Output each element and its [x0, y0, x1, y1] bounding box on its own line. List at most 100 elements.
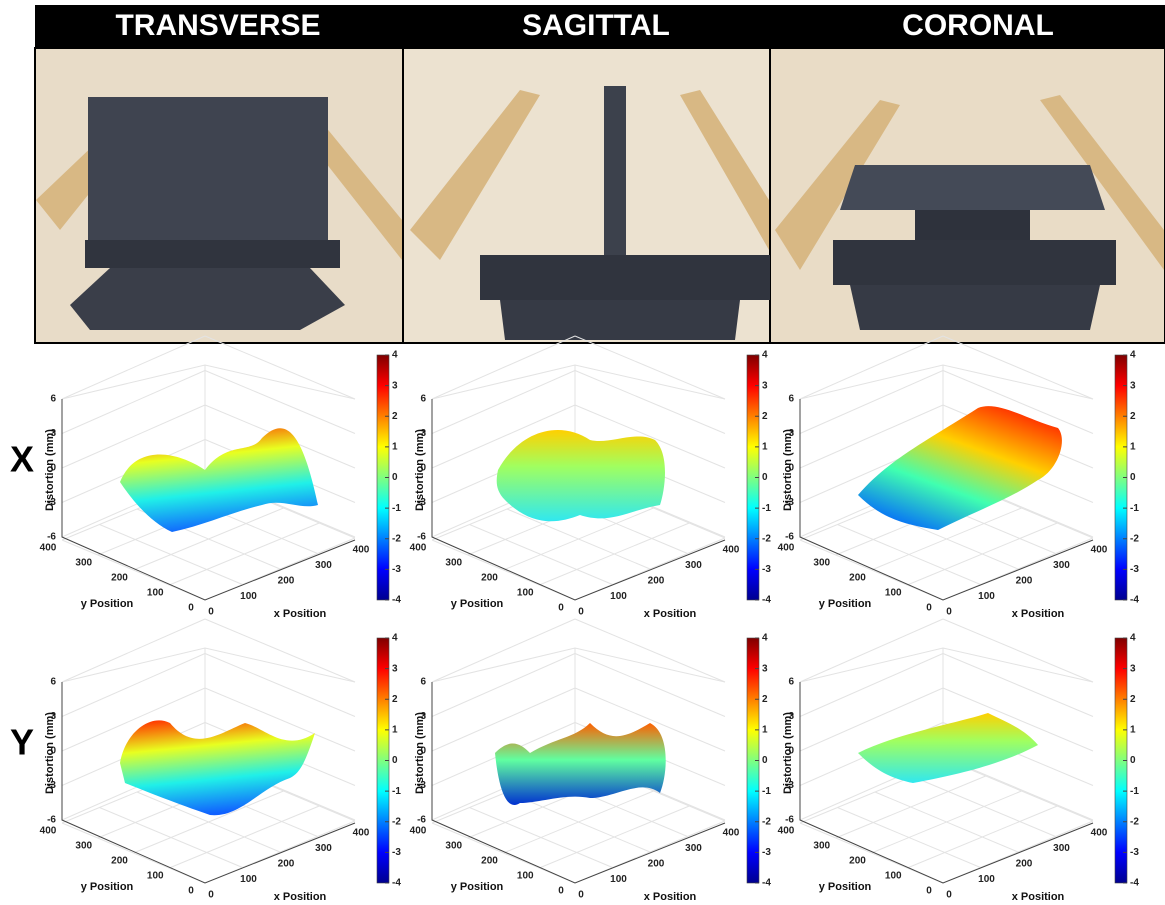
- grid-line: [61, 687, 206, 752]
- colorbar-label: 4: [392, 633, 398, 644]
- colorbar-label: -4: [762, 595, 771, 606]
- colorbar-label: 2: [392, 411, 398, 422]
- colorbar-label: 4: [762, 350, 768, 361]
- colorbar-label: -4: [392, 878, 401, 889]
- z-tick-label: -6: [47, 815, 56, 826]
- colorbar-label: 1: [762, 442, 768, 453]
- z-tick-label: 6: [420, 677, 426, 688]
- column-header: CORONAL: [902, 9, 1054, 42]
- phantom: [604, 86, 626, 306]
- x-tick-label: 300: [685, 560, 702, 571]
- y-axis-label: y Position: [81, 881, 134, 893]
- plot: 01002003004000100200300400-6-3036Distort…: [40, 335, 401, 620]
- x-tick-label: 200: [648, 859, 665, 870]
- colorbar-label: 2: [762, 411, 768, 422]
- colorbar-label: 0: [762, 472, 768, 483]
- y-tick-label: 100: [517, 588, 534, 599]
- x-tick-label: 100: [240, 874, 257, 885]
- grid-line: [61, 653, 206, 717]
- y-tick-label: 0: [188, 886, 194, 897]
- colorbar-label: -1: [392, 503, 401, 514]
- colorbar-label: 3: [762, 663, 768, 674]
- grid-line: [204, 618, 356, 683]
- x-tick-label: 0: [946, 890, 952, 901]
- x-tick-label: 100: [610, 874, 627, 885]
- x-tick-label: 300: [315, 560, 332, 571]
- z-tick-label: 3: [420, 428, 426, 439]
- colorbar-label: 1: [762, 725, 768, 736]
- grid-line: [431, 687, 576, 752]
- colorbar-label: 2: [762, 694, 768, 705]
- colorbar-label: 4: [762, 633, 768, 644]
- x-tick-label: 0: [578, 890, 584, 901]
- y-tick-label: 200: [849, 573, 866, 584]
- x-tick-label: 200: [1016, 859, 1033, 870]
- grid-line: [942, 618, 1094, 683]
- colorbar-label: -1: [392, 786, 401, 797]
- colorbar-label: 4: [392, 350, 398, 361]
- x-axis-label: x Position: [274, 608, 327, 620]
- z-tick-label: 3: [50, 428, 56, 439]
- grid-line: [204, 653, 356, 717]
- y-tick-label: 300: [813, 558, 830, 569]
- z-axis-label: Distortion (mm): [414, 429, 426, 511]
- y-tick-label: 300: [445, 841, 462, 852]
- colorbar-label: 1: [392, 442, 398, 453]
- colorbar-label: 3: [392, 380, 398, 391]
- colorbar-label: 3: [1130, 380, 1136, 391]
- y-axis-label: y Position: [819, 881, 872, 893]
- z-tick-label: 3: [420, 711, 426, 722]
- colorbar-label: -3: [392, 564, 401, 575]
- colorbar-label: -4: [1130, 878, 1139, 889]
- z-tick-label: -3: [47, 497, 56, 508]
- colorbar-label: -2: [1130, 816, 1139, 827]
- x-tick-label: 300: [685, 843, 702, 854]
- grid-line: [136, 791, 281, 853]
- x-tick-label: 0: [208, 607, 214, 618]
- y-axis-label: y Position: [451, 598, 504, 610]
- grid-line: [942, 653, 1094, 717]
- grid-line: [837, 524, 981, 585]
- axes: [61, 399, 356, 601]
- x-tick-label: 100: [240, 591, 257, 602]
- x-tick-label: 300: [1053, 843, 1070, 854]
- y-tick-label: 400: [40, 826, 57, 837]
- axes: [431, 682, 726, 884]
- z-tick-label: 0: [788, 463, 794, 474]
- grid-line: [574, 335, 726, 400]
- z-axis-label: Distortion (mm): [44, 429, 56, 511]
- y-tick-label: 200: [481, 573, 498, 584]
- grid-line: [574, 653, 726, 717]
- x-tick-label: 400: [353, 545, 370, 556]
- colorbar-label: 3: [392, 663, 398, 674]
- surface: [496, 430, 665, 522]
- z-tick-label: -3: [417, 497, 426, 508]
- rail: [775, 95, 1164, 270]
- y-tick-label: 400: [410, 543, 427, 554]
- z-tick-label: 0: [788, 746, 794, 757]
- grid-line: [61, 335, 206, 400]
- x-tick-label: 100: [610, 591, 627, 602]
- grid-line: [469, 807, 613, 868]
- phantom: [500, 300, 740, 340]
- plot: 01002003004000100200300400-6-3036Distort…: [778, 335, 1139, 620]
- colorbar-label: 2: [1130, 411, 1136, 422]
- grid-line: [942, 687, 1094, 752]
- header-bar: [35, 5, 1165, 48]
- phantom: [85, 240, 340, 268]
- x-tick-label: 400: [723, 545, 740, 556]
- y-tick-label: 200: [849, 856, 866, 867]
- z-tick-label: -3: [785, 497, 794, 508]
- colorbar-label: -2: [392, 533, 401, 544]
- grid-line: [799, 404, 944, 469]
- z-tick-label: 3: [50, 711, 56, 722]
- y-tick-label: 200: [481, 856, 498, 867]
- axes: [431, 399, 726, 601]
- y-tick-label: 400: [410, 826, 427, 837]
- colorbar-label: 1: [1130, 442, 1136, 453]
- column-header: TRANSVERSE: [115, 9, 320, 42]
- z-tick-label: 0: [420, 746, 426, 757]
- colorbar-label: 0: [1130, 755, 1136, 766]
- phantom: [833, 240, 1116, 285]
- z-tick-label: 6: [50, 394, 56, 405]
